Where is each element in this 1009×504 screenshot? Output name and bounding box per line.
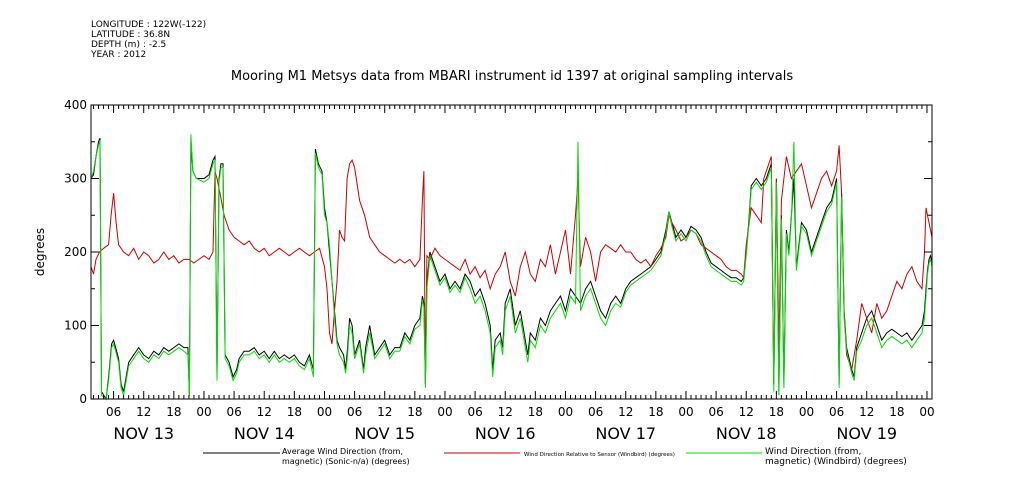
legend-wind-direction-relative-text: Wind Direction Relative to Sensor (Windb… [524,452,675,458]
depth-line: DEPTH (m) : -2.5 [91,40,167,50]
x-tick-label: 12 [498,405,513,419]
y-tick-label: 300 [64,172,87,186]
legend-average-wind-direction-text: Average Wind Direction (from, [282,447,403,456]
x-tick-label: 12 [136,405,151,419]
x-tick-label: 18 [889,405,904,419]
date-label: NOV 17 [595,424,656,443]
x-tick-label: 06 [467,405,482,419]
x-tick-label: 00 [196,405,211,419]
date-label: NOV 16 [475,424,536,443]
x-tick-label: 06 [588,405,603,419]
x-tick-label: 12 [859,405,874,419]
x-tick-label: 06 [347,405,362,419]
legend-average-wind-direction-text: magnetic) (Sonic-n/a) (degrees) [282,457,410,466]
date-label: NOV 19 [836,424,897,443]
x-tick-label: 06 [106,405,121,419]
y-tick-label: 100 [64,319,87,333]
x-tick-label: 00 [919,405,934,419]
date-label: NOV 18 [716,424,777,443]
date-label: NOV 13 [113,424,174,443]
x-tick-label: 12 [257,405,272,419]
header-metadata: LONGITUDE : 122W(-122) LATITUDE : 36.8N … [91,20,206,60]
plot-lines [90,134,933,401]
x-tick-label: 18 [769,405,784,419]
x-tick-label: 12 [739,405,754,419]
y-tick-label: 400 [64,98,87,112]
legend: Average Wind Direction (from,magnetic) (… [203,447,907,467]
x-tick-label: 12 [618,405,633,419]
x-tick-label: 00 [558,405,573,419]
y-tick-label: 0 [79,392,87,406]
x-tick-label: 00 [437,405,452,419]
x-tick-label: 00 [799,405,814,419]
longitude-line: LONGITUDE : 122W(-122) [91,20,207,30]
x-tick-label: 00 [317,405,332,419]
x-tick-label: 06 [708,405,723,419]
year-line: YEAR : 2012 [91,50,147,60]
x-tick-label: 18 [528,405,543,419]
y-axis-label: degrees [33,228,47,276]
axes: 0 100 200 300 400 06 12 18 00 06 12 18 00 06 12 18 00 06 1… [64,98,935,443]
x-tick-label: 18 [287,405,302,419]
x-tick-label: 00 [678,405,693,419]
x-tick-label: 12 [377,405,392,419]
x-tick-label: 18 [166,405,181,419]
x-tick-label: 06 [829,405,844,419]
date-label: NOV 15 [354,424,415,443]
series-line-1 [90,145,933,385]
x-tick-label: 06 [226,405,241,419]
latitude-line: LATITUDE : 36.8N [91,30,171,40]
chart-title: Mooring M1 Metsys data from MBARI instru… [231,69,793,84]
x-tick-label: 18 [648,405,663,419]
date-label: NOV 14 [234,424,295,443]
legend-wind-direction-windbird-text: magnetic) (Windbird) (degrees) [765,457,907,467]
legend-wind-direction-windbird-text: Wind Direction (from, [765,447,861,457]
y-tick-label: 200 [64,245,87,259]
x-tick-label: 18 [407,405,422,419]
series-line-2 [90,134,933,400]
